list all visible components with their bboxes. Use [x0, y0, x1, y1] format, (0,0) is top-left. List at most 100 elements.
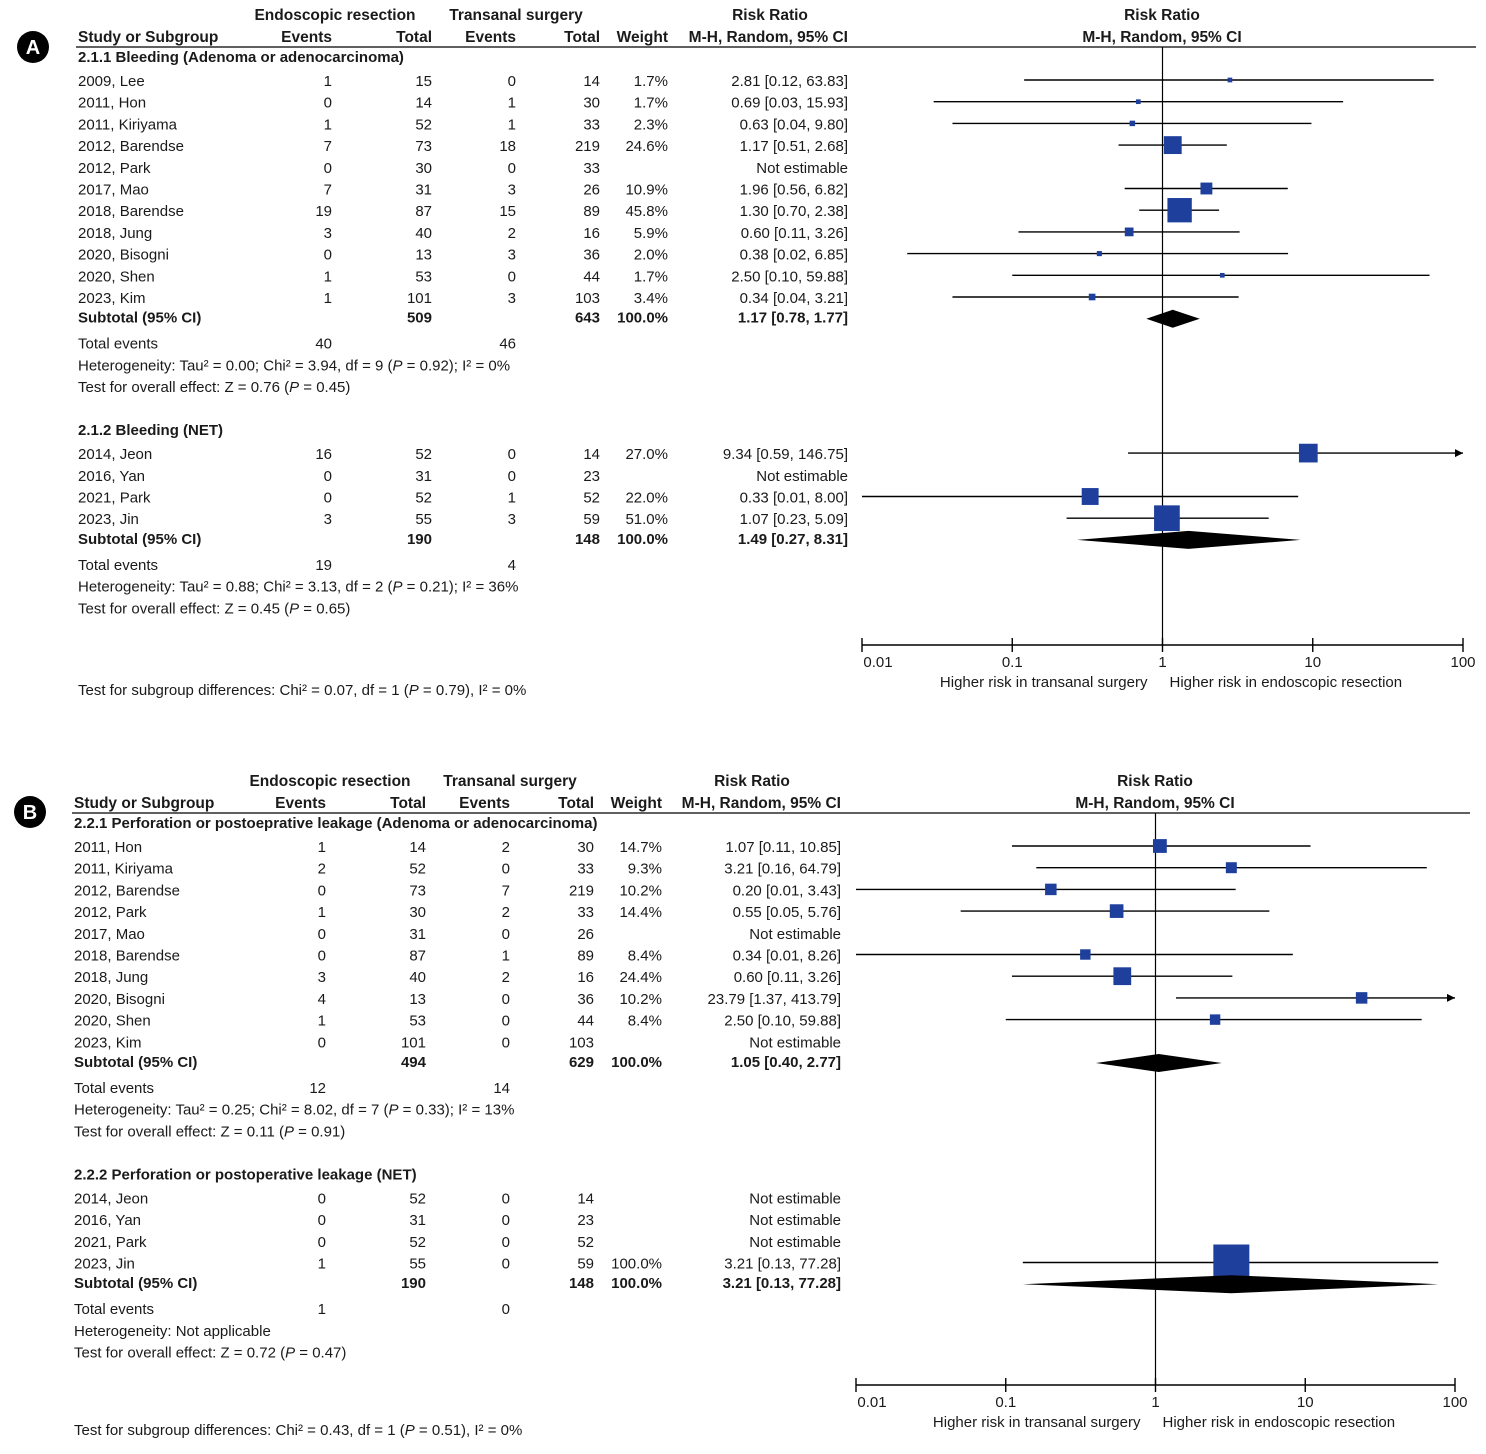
study-events-t: 2 [502, 969, 510, 986]
study-risk-ratio: Not estimable [749, 1234, 841, 1251]
study-risk-ratio: 2.50 [0.10, 59.88] [724, 1013, 841, 1030]
header-mh-random-ci: M-H, Random, 95% CI [682, 795, 841, 812]
study-events-t: 18 [499, 138, 516, 155]
study-events-e: 4 [318, 991, 326, 1008]
x-axis-tick-label: 0.01 [863, 654, 892, 671]
study-weight: 10.9% [625, 182, 668, 199]
study-events-t: 0 [502, 1256, 510, 1273]
study-risk-ratio: 1.07 [0.11, 10.85] [725, 839, 841, 856]
study-events-e: 1 [318, 904, 326, 921]
x-axis-tick-label: 1 [1158, 654, 1166, 671]
study-risk-ratio: Not estimable [756, 160, 848, 177]
study-name: 2020, Bisogni [74, 991, 165, 1008]
study-name: 2018, Jung [78, 225, 152, 242]
study-total-e: 40 [409, 969, 426, 986]
study-total-t: 14 [583, 446, 600, 463]
header-study-or-subgroup: Study or Subgroup [74, 795, 214, 812]
study-risk-ratio: Not estimable [749, 1190, 841, 1207]
study-events-t: 0 [502, 1212, 510, 1229]
study-risk-ratio: 2.81 [0.12, 63.83] [731, 73, 848, 90]
study-name: 2017, Mao [74, 926, 145, 943]
study-name: 2016, Yan [74, 1212, 141, 1229]
heterogeneity-text-part: = 0.92); I² = 0% [403, 357, 511, 374]
heterogeneity-text: Heterogeneity: Tau² = 0.25; Chi² = 8.02,… [74, 1102, 514, 1119]
study-weight: 100.0% [611, 1256, 662, 1273]
study-total-t: 219 [569, 882, 594, 899]
study-name: 2014, Jeon [78, 446, 152, 463]
header-events-t: Events [465, 29, 516, 46]
study-total-t: 30 [577, 839, 594, 856]
heterogeneity-text-part: P [393, 579, 403, 596]
study-point-estimate [1045, 883, 1057, 896]
study-weight: 22.0% [625, 490, 668, 507]
study-weight: 8.4% [628, 948, 662, 965]
study-total-e: 31 [409, 1212, 426, 1229]
overall-effect-text: Test for overall effect: Z = 0.11 (P = 0… [74, 1123, 345, 1140]
heterogeneity-text: Heterogeneity: Not applicable [74, 1323, 271, 1340]
study-point-estimate [1113, 967, 1132, 986]
study-risk-ratio: 3.21 [0.13, 77.28] [724, 1256, 841, 1273]
panel-a-badge: A [17, 31, 49, 63]
study-events-e: 0 [324, 468, 332, 485]
study-events-e: 7 [324, 138, 332, 155]
study-events-e: 7 [324, 182, 332, 199]
x-axis-tick-label: 100 [1442, 1394, 1467, 1411]
study-events-t: 0 [502, 926, 510, 943]
study-total-e: 13 [415, 247, 432, 264]
study-risk-ratio: Not estimable [749, 1034, 841, 1051]
study-events-t: 0 [502, 991, 510, 1008]
x-axis-tick-label: 0.1 [995, 1394, 1016, 1411]
study-events-t: 0 [502, 1190, 510, 1207]
study-name: 2014, Jeon [74, 1190, 148, 1207]
study-events-t: 2 [508, 225, 516, 242]
study-total-t: 219 [575, 138, 600, 155]
study-events-e: 1 [324, 268, 332, 285]
study-total-e: 55 [409, 1256, 426, 1273]
study-total-e: 13 [409, 991, 426, 1008]
x-axis-tick-label: 0.01 [857, 1394, 886, 1411]
study-total-e: 15 [415, 73, 432, 90]
heterogeneity-text-part: Heterogeneity: Not applicable [74, 1323, 271, 1340]
header-total-e: Total [390, 795, 426, 812]
subgroup-title: 2.1.2 Bleeding (NET) [78, 422, 223, 439]
study-total-t: 16 [583, 225, 600, 242]
subtotal-total-e: 190 [407, 531, 432, 548]
study-total-t: 44 [577, 1013, 594, 1030]
subgroup-title: 2.2.2 Perforation or postoperative leaka… [74, 1166, 417, 1183]
study-events-t: 0 [502, 1013, 510, 1030]
subtotal-total-e: 494 [401, 1054, 427, 1071]
header-plot-mh-random-ci: M-H, Random, 95% CI [1075, 795, 1234, 812]
study-name: 2012, Park [78, 160, 151, 177]
study-point-estimate [1298, 443, 1318, 463]
study-weight: 51.0% [625, 511, 668, 528]
subgroup-title: 2.2.1 Perforation or postoeprative leaka… [74, 815, 597, 832]
study-total-t: 33 [577, 861, 594, 878]
study-point-estimate [1129, 120, 1136, 127]
study-point-estimate [1152, 839, 1167, 853]
study-total-t: 89 [577, 948, 594, 965]
x-axis-tick-label: 100 [1450, 654, 1475, 671]
study-total-t: 33 [583, 116, 600, 133]
overall-effect-text: Test for overall effect: Z = 0.72 (P = 0… [74, 1345, 346, 1362]
study-risk-ratio: 1.30 [0.70, 2.38] [740, 203, 848, 220]
study-total-e: 101 [407, 290, 432, 307]
header-weight: Weight [617, 29, 668, 46]
total-events-e: 12 [309, 1080, 326, 1097]
study-name: 2011, Hon [78, 95, 146, 112]
study-point-estimate [1225, 862, 1237, 874]
study-total-t: 33 [577, 904, 594, 921]
study-weight: 2.3% [634, 116, 668, 133]
header-risk-ratio: Risk Ratio [732, 7, 808, 24]
study-events-t: 7 [502, 882, 510, 899]
study-events-e: 19 [315, 203, 332, 220]
study-total-e: 31 [415, 468, 432, 485]
study-total-e: 53 [409, 1013, 426, 1030]
study-total-t: 89 [583, 203, 600, 220]
study-total-e: 87 [409, 948, 426, 965]
study-point-estimate [1200, 182, 1213, 195]
subtotal-diamond [1022, 1275, 1439, 1294]
subtotal-label: Subtotal (95% CI) [78, 310, 201, 327]
study-total-t: 23 [577, 1212, 594, 1229]
heterogeneity-text: Heterogeneity: Tau² = 0.00; Chi² = 3.94,… [78, 357, 510, 374]
study-total-t: 26 [577, 926, 594, 943]
